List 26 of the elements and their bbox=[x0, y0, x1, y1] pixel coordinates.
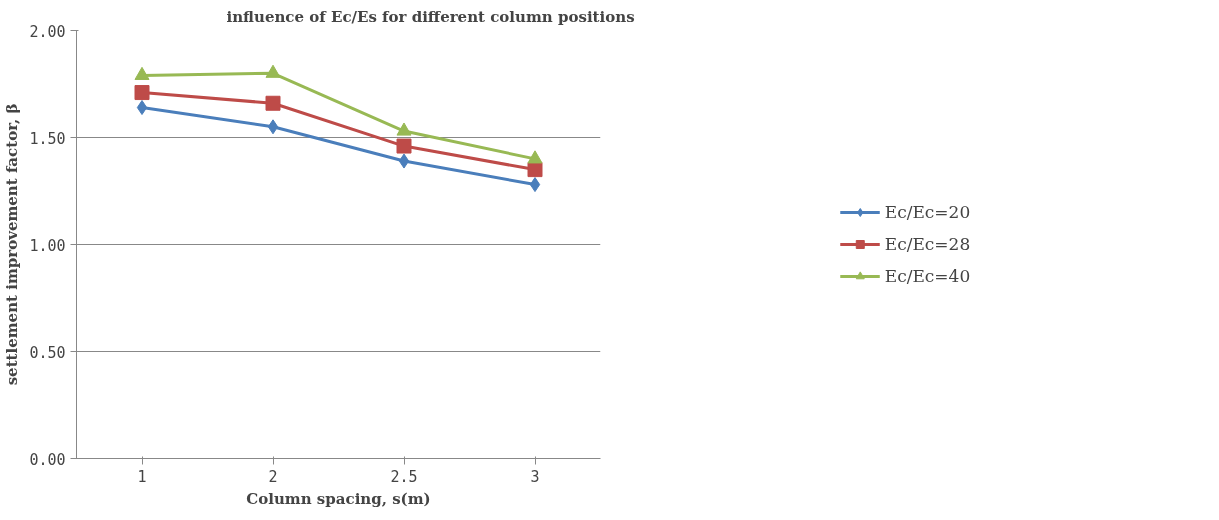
point bbox=[529, 177, 541, 193]
y-tick-label: 1.50 bbox=[29, 129, 66, 148]
point bbox=[527, 162, 543, 178]
point bbox=[396, 138, 412, 154]
point bbox=[398, 153, 410, 169]
point bbox=[267, 119, 279, 135]
point bbox=[265, 95, 281, 111]
point bbox=[136, 100, 148, 116]
y-tick-label: 2.00 bbox=[29, 22, 66, 41]
x-axis-title: Column spacing, s(m) bbox=[246, 489, 431, 508]
y-tick-label: 0.50 bbox=[29, 343, 66, 362]
y-tick-label: 0.00 bbox=[29, 450, 66, 469]
point bbox=[396, 122, 412, 136]
legend-label: Ec/Ec=40 bbox=[884, 266, 971, 286]
x-tick-label: 1 bbox=[137, 467, 147, 486]
x-tick-label: 2.5 bbox=[390, 467, 418, 486]
x-tick-label: 2 bbox=[268, 467, 278, 486]
y-tick-label: 1.00 bbox=[29, 236, 66, 255]
point bbox=[265, 64, 281, 78]
point bbox=[134, 85, 150, 101]
legend-label: Ec/Ec=20 bbox=[884, 202, 971, 222]
chart-title: influence of Ec/Es for different column positions bbox=[226, 7, 635, 26]
point bbox=[134, 66, 150, 80]
y-axis-title: settlement improvement factor, β bbox=[3, 103, 22, 386]
legend-label: Ec/Ec=28 bbox=[884, 234, 971, 254]
x-tick-label: 3 bbox=[530, 467, 540, 486]
